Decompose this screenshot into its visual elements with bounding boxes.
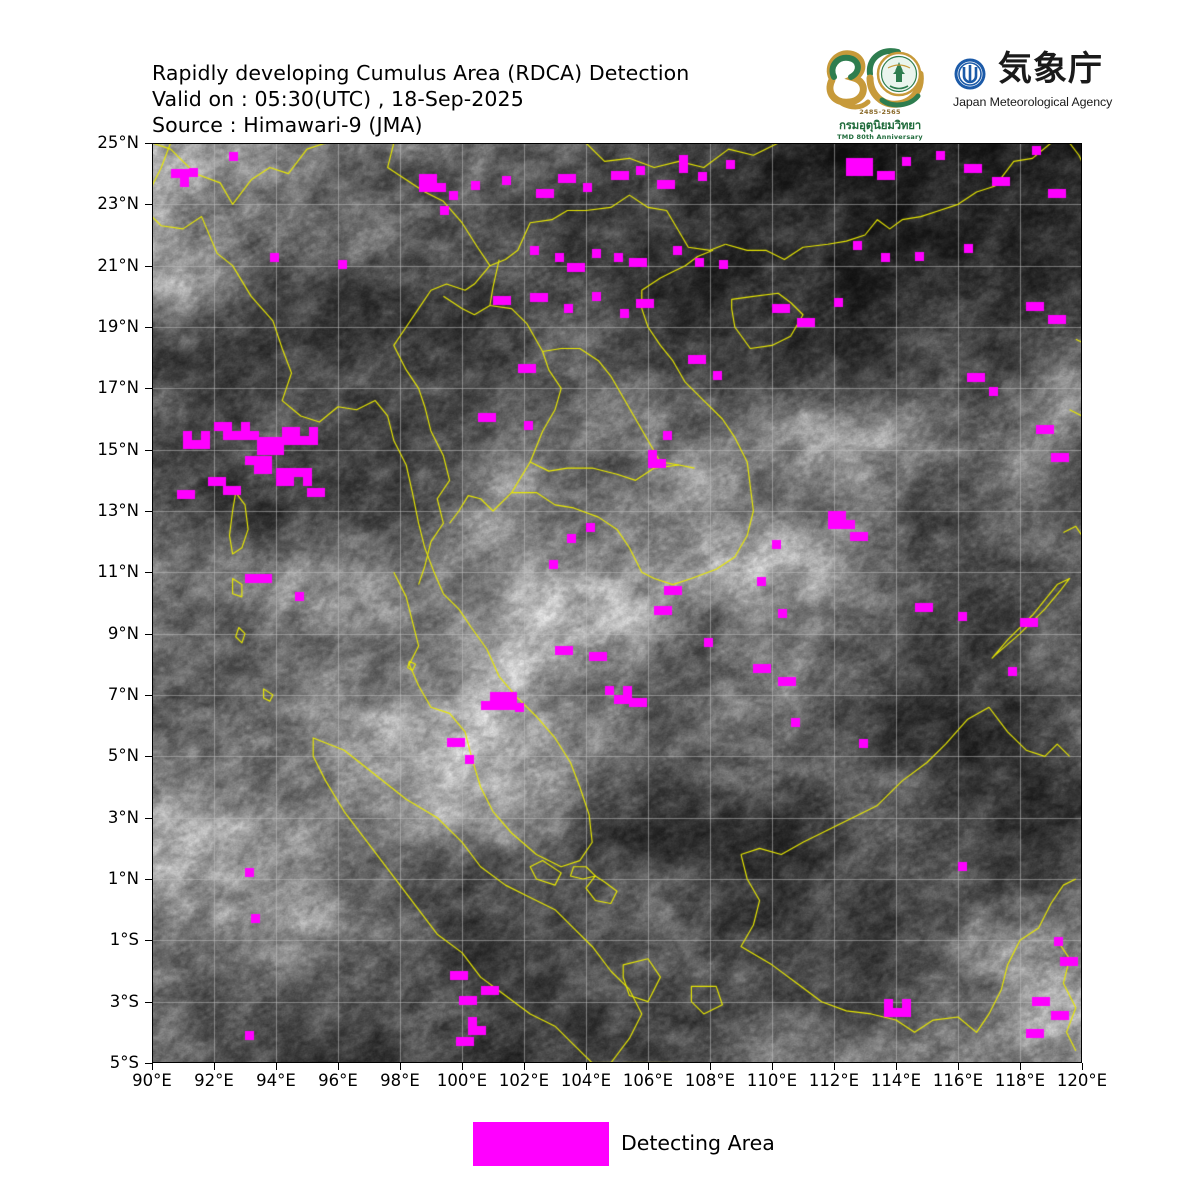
tmd-logo-years: 2485-2565 xyxy=(859,108,901,116)
jma-logo-kanji: 気象庁 xyxy=(998,49,1103,89)
x-axis-tick-mark xyxy=(1020,1063,1021,1070)
x-axis-tick-label: 116°E xyxy=(932,1071,984,1090)
x-axis-tick-label: 104°E xyxy=(560,1071,612,1090)
y-axis-tick-mark xyxy=(145,633,152,635)
x-axis-tick-mark xyxy=(958,1063,959,1070)
y-axis-tick-label: 9°N xyxy=(107,623,139,643)
x-axis-tick-mark xyxy=(648,1063,649,1070)
y-axis-tick-label: 17°N xyxy=(97,378,139,398)
x-axis-tick-label: 114°E xyxy=(870,1071,922,1090)
x-axis-tick-mark xyxy=(710,1063,711,1070)
tmd-logo-thai-name: กรมอุตุนิยมวิทยา xyxy=(838,118,922,132)
tmd-logo-subtitle: TMD 80th Anniversary xyxy=(837,133,923,141)
y-axis-tick-label: 5°N xyxy=(107,746,139,766)
tmd-80th-anniversary-logo: 2485-2565 กรมอุตุนิยมวิทยา TMD 80th Anni… xyxy=(820,44,940,144)
legend-label-detecting-area: Detecting Area xyxy=(621,1131,775,1155)
valid-time-line: Valid on : 05:30(UTC) , 18-Sep-2025 xyxy=(152,87,524,111)
y-axis-tick-mark xyxy=(145,940,152,942)
satellite-map-plot xyxy=(152,143,1082,1063)
y-axis-tick-mark xyxy=(145,572,152,574)
x-axis-tick-mark xyxy=(834,1063,835,1070)
x-axis-tick-label: 118°E xyxy=(994,1071,1046,1090)
y-axis-tick-label: 13°N xyxy=(97,501,139,520)
y-axis-tick-mark xyxy=(145,756,152,758)
japan-meteorological-agency-logo: 気象庁 Japan Meteorological Agency xyxy=(952,49,1112,128)
x-axis-tick-label: 106°E xyxy=(622,1071,674,1090)
y-axis-tick-mark xyxy=(145,388,152,390)
satellite-imagery-canvas xyxy=(152,143,1082,1063)
x-axis-tick-label: 90°E xyxy=(132,1071,172,1090)
page-title: Rapidly developing Cumulus Area (RDCA) D… xyxy=(152,61,690,85)
y-axis-tick-mark xyxy=(145,817,152,819)
x-axis-tick-mark xyxy=(524,1063,525,1070)
source-line: Source : Himawari-9 (JMA) xyxy=(152,113,423,137)
y-axis-tick-label: 7°N xyxy=(107,685,139,704)
x-axis-tick-label: 112°E xyxy=(808,1071,860,1090)
x-axis-tick-mark xyxy=(338,1063,339,1070)
jma-logo-english: Japan Meteorological Agency xyxy=(953,95,1113,109)
x-axis-tick-label: 94°E xyxy=(256,1071,296,1090)
y-axis-tick-mark xyxy=(145,265,152,267)
x-axis-tick-label: 102°E xyxy=(498,1071,550,1090)
y-axis-tick-label: 3°S xyxy=(109,991,139,1011)
x-axis-tick-mark xyxy=(586,1063,587,1070)
x-axis-tick-mark xyxy=(152,1063,153,1070)
y-axis-tick-label: 25°N xyxy=(97,133,139,152)
jma-mark-icon xyxy=(954,56,992,92)
y-axis-tick-label: 5°S xyxy=(109,1053,139,1072)
y-axis-tick-label: 21°N xyxy=(97,255,139,275)
x-axis-tick-mark xyxy=(1082,1063,1083,1070)
y-axis-tick-label: 3°N xyxy=(107,807,139,827)
y-axis-tick-mark xyxy=(145,1001,152,1003)
y-axis-tick-label: 19°N xyxy=(97,317,139,336)
tmd-emblem-icon xyxy=(826,48,924,110)
x-axis-tick-label: 100°E xyxy=(436,1071,488,1090)
y-axis-tick-mark xyxy=(145,449,152,451)
x-axis-tick-mark xyxy=(462,1063,463,1070)
x-axis-tick-label: 110°E xyxy=(746,1071,798,1090)
header-text-block: Rapidly developing Cumulus Area (RDCA) D… xyxy=(152,60,792,138)
x-axis-tick-mark xyxy=(772,1063,773,1070)
y-axis-tick-mark xyxy=(145,879,152,880)
logo-row: 2485-2565 กรมอุตุนิยมวิทยา TMD 80th Anni… xyxy=(812,44,1112,144)
y-axis-tick-mark xyxy=(145,695,152,696)
y-axis-tick-label: 23°N xyxy=(97,194,139,214)
x-axis-tick-label: 108°E xyxy=(684,1071,736,1090)
y-axis-tick-label: 11°N xyxy=(97,562,139,582)
y-axis-tick-mark xyxy=(145,143,152,144)
y-axis-tick-mark xyxy=(145,1063,152,1064)
y-axis-tick-mark xyxy=(145,204,152,206)
y-axis-tick-label: 1°S xyxy=(109,930,139,950)
x-axis-tick-mark xyxy=(214,1063,215,1070)
x-axis-tick-label: 98°E xyxy=(380,1071,420,1090)
x-axis-tick-label: 92°E xyxy=(194,1071,234,1090)
x-axis-tick-mark xyxy=(276,1063,277,1070)
x-axis-tick-label: 120°E xyxy=(1056,1071,1108,1090)
y-axis-tick-mark xyxy=(145,327,152,328)
legend-swatch-detecting-area xyxy=(473,1122,609,1166)
y-axis-tick-label: 15°N xyxy=(97,439,139,459)
y-axis-tick-label: 1°N xyxy=(107,869,139,888)
x-axis-tick-mark xyxy=(896,1063,897,1070)
x-axis-tick-mark xyxy=(400,1063,401,1070)
y-axis-tick-mark xyxy=(145,511,152,512)
x-axis-tick-label: 96°E xyxy=(318,1071,358,1090)
